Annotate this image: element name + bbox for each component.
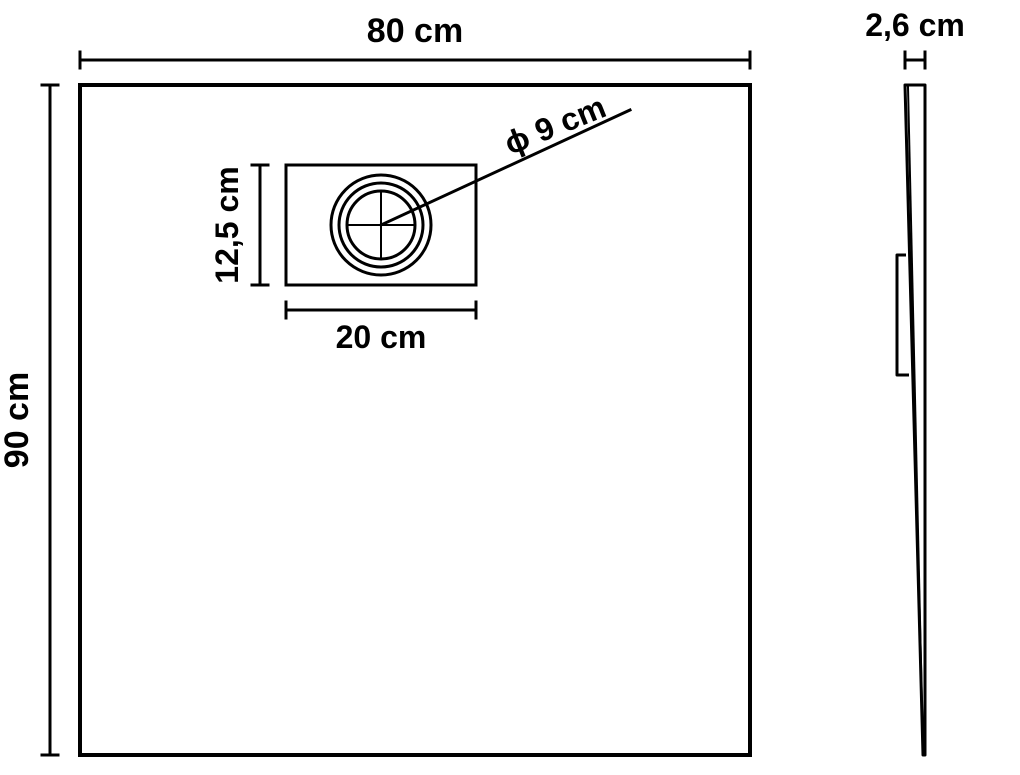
dim-thickness-label: 2,6 cm bbox=[865, 7, 965, 43]
tray-front-outline bbox=[80, 85, 750, 755]
dim-diameter-label: ϕ 9 cm bbox=[499, 88, 611, 161]
dim-plate-height-label: 12,5 cm bbox=[209, 166, 245, 283]
side-profile-inner bbox=[908, 87, 923, 753]
side-drain-bulge bbox=[897, 255, 909, 375]
dim-width-label: 80 cm bbox=[367, 12, 463, 50]
dim-height-label: 90 cm bbox=[0, 372, 36, 468]
dim-plate-width-label: 20 cm bbox=[336, 319, 427, 355]
